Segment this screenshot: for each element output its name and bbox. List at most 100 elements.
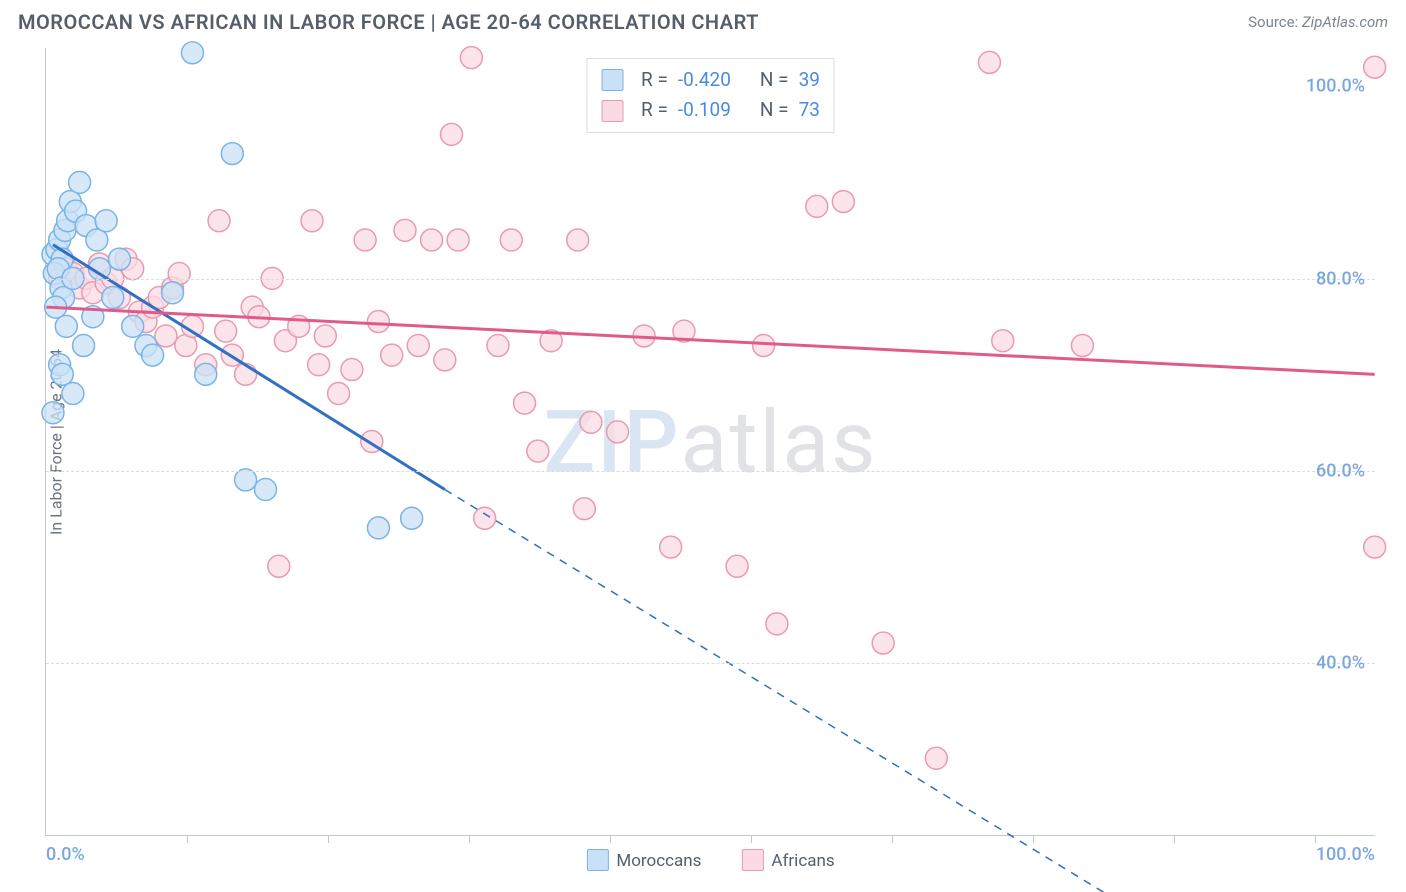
moroccans-point	[122, 315, 144, 337]
y-tick-label: 40.0%	[1316, 653, 1365, 674]
legend-series: Moroccans Africans	[586, 849, 834, 871]
y-tick-label: 80.0%	[1316, 268, 1365, 289]
africans-point	[155, 325, 177, 347]
n-label: N =	[760, 95, 789, 125]
africans-point	[660, 536, 682, 558]
africans-point	[421, 229, 443, 251]
moroccans-point	[102, 287, 124, 309]
moroccans-point	[401, 507, 423, 529]
n-value: 39	[799, 65, 820, 95]
africans-point	[394, 219, 416, 241]
africans-point	[872, 632, 894, 654]
svg-plot-layer	[46, 48, 1375, 835]
africans-point	[268, 555, 290, 577]
x-tick	[469, 835, 470, 843]
source-prefix: Source:	[1248, 13, 1302, 31]
africans-point	[726, 555, 748, 577]
moroccans-point	[367, 517, 389, 539]
moroccans-point	[95, 210, 117, 232]
moroccans-point	[162, 282, 184, 304]
moroccans-point	[195, 363, 217, 385]
africans-point	[440, 123, 462, 145]
chart-container: MOROCCAN VS AFRICAN IN LABOR FORCE | AGE…	[0, 0, 1406, 892]
x-tick	[751, 835, 752, 843]
africans-point	[314, 325, 336, 347]
africans-point	[447, 229, 469, 251]
moroccans-swatch-icon	[601, 69, 623, 91]
africans-point	[527, 440, 549, 462]
x-tick	[328, 835, 329, 843]
africans-point	[1071, 335, 1093, 357]
africans-point	[434, 349, 456, 371]
y-tick-label: 100.0%	[1306, 76, 1365, 97]
legend-item: Africans	[741, 849, 834, 871]
moroccans-point	[51, 363, 73, 385]
moroccans-trendline	[53, 245, 445, 490]
legend-stats-row: R =-0.109N =73	[601, 95, 820, 125]
africans-point	[208, 210, 230, 232]
africans-point	[567, 229, 589, 251]
legend-stats: R = -0.420 N = 39R = -0.109 N = 73	[586, 58, 835, 133]
x-tick-label: 0.0%	[46, 844, 85, 865]
r-label: R =	[641, 65, 668, 95]
africans-point	[978, 51, 1000, 73]
africans-point	[1364, 56, 1386, 78]
africans-point	[301, 210, 323, 232]
africans-point	[381, 344, 403, 366]
moroccans-point	[181, 42, 203, 64]
africans-point	[328, 383, 350, 405]
africans-swatch-icon	[601, 100, 623, 122]
africans-point	[500, 229, 522, 251]
africans-point	[514, 392, 536, 414]
africans-point	[407, 335, 429, 357]
legend-label: Africans	[771, 851, 834, 871]
africans-point	[308, 354, 330, 376]
moroccans-point	[55, 315, 77, 337]
africans-point	[573, 498, 595, 520]
moroccans-point	[221, 143, 243, 165]
legend-label: Moroccans	[616, 851, 701, 871]
x-tick	[610, 835, 611, 843]
x-tick-label: 100.0%	[1316, 844, 1375, 865]
r-value: -0.109	[678, 95, 750, 125]
moroccans-point	[42, 402, 64, 424]
legend-stats-row: R = -0.420 N = 39	[601, 65, 820, 95]
r-value: -0.420	[678, 65, 750, 95]
x-tick	[187, 835, 188, 843]
africans-point	[766, 613, 788, 635]
title-bar: MOROCCAN VS AFRICAN IN LABOR FORCE | AGE…	[18, 10, 1388, 34]
x-tick	[1033, 835, 1034, 843]
chart-source: Source: ZipAtlas.com	[1248, 13, 1388, 31]
africans-point	[1364, 536, 1386, 558]
africans-point	[215, 320, 237, 342]
moroccans-point	[69, 171, 91, 193]
plot-area: In Labor Force | Age 20-64 ZIPatlas R =-…	[45, 48, 1375, 836]
africans-point	[460, 47, 482, 69]
n-value: 73	[799, 95, 820, 125]
africans-point	[341, 359, 363, 381]
africans-point	[607, 421, 629, 443]
africans-point	[992, 330, 1014, 352]
source-name: ZipAtlas.com	[1302, 13, 1388, 31]
chart-title: MOROCCAN VS AFRICAN IN LABOR FORCE | AGE…	[18, 10, 759, 34]
moroccans-trendline-ext	[445, 489, 1136, 892]
africans-point	[474, 507, 496, 529]
africans-point	[806, 195, 828, 217]
moroccans-point	[62, 383, 84, 405]
gridline-h	[46, 663, 1375, 664]
africans-point	[925, 747, 947, 769]
x-tick	[1174, 835, 1175, 843]
legend-item: Moroccans	[586, 849, 701, 871]
x-tick	[1315, 835, 1316, 843]
africans-point	[753, 335, 775, 357]
moroccans-point	[142, 344, 164, 366]
gridline-h	[46, 279, 1375, 280]
africans-point	[354, 229, 376, 251]
legend-swatch-icon	[741, 849, 763, 871]
n-label: N =	[760, 65, 789, 95]
y-tick-label: 60.0%	[1316, 460, 1365, 481]
x-tick	[892, 835, 893, 843]
moroccans-point	[108, 248, 130, 270]
moroccans-point	[73, 335, 95, 357]
legend-swatch-icon	[586, 849, 608, 871]
